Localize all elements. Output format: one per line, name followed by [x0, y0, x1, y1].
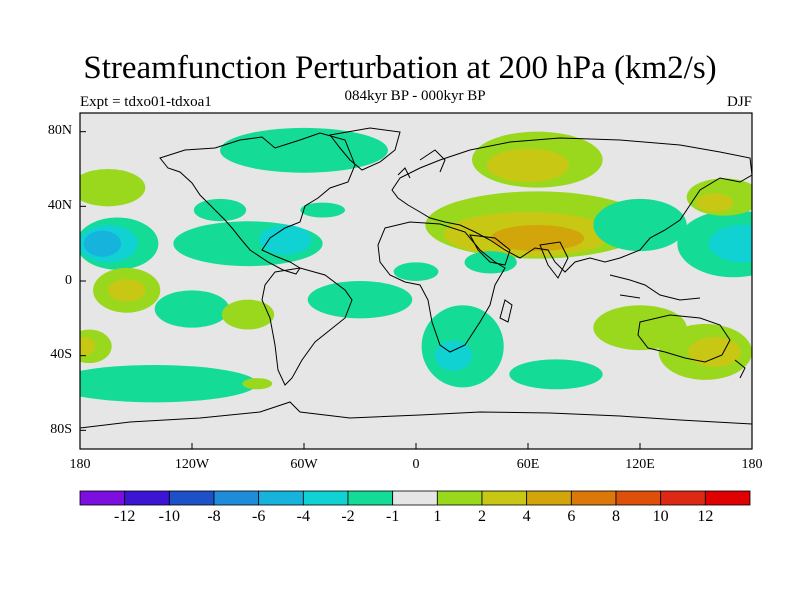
- axis-ticks: [79, 131, 753, 449]
- experiment-label: Expt = tdxo01-tdxoa1: [80, 94, 212, 110]
- colorbar-box-8: [436, 490, 483, 506]
- colorbar-box-14: [704, 490, 751, 506]
- contour-region-20: [486, 148, 570, 183]
- coastlines: [80, 127, 752, 429]
- coastline-south-america: [261, 267, 353, 386]
- coastline-new-zealand: [734, 359, 746, 379]
- contour-region-23: [593, 198, 687, 252]
- colorbar-label: -2: [341, 508, 355, 525]
- colorbar-box-2: [168, 490, 215, 506]
- contour-region-12: [242, 378, 273, 390]
- contour-region-30: [688, 337, 741, 367]
- colorbar-label: 6: [567, 508, 576, 525]
- lat-label-80s: 80S: [50, 422, 72, 437]
- contour-region-21: [393, 262, 439, 281]
- colorbar-label: -12: [113, 508, 136, 525]
- coastline-antarctica: [80, 401, 752, 429]
- contour-region-33: [80, 337, 95, 356]
- coastline-north-america: [159, 132, 356, 275]
- colorbar-label: 1: [433, 508, 442, 525]
- contour-region-7: [154, 290, 230, 328]
- colorbar-label: 10: [652, 508, 669, 525]
- contour-region-5: [220, 127, 388, 173]
- plot-subtitle: 084kyr BP - 000kyr BP: [344, 88, 486, 104]
- colorbar-label: 2: [478, 508, 486, 525]
- colorbar: [79, 490, 751, 506]
- lon-label-120w: 120W: [174, 457, 210, 472]
- colorbar-label: -4: [296, 508, 310, 525]
- contour-region-4: [259, 225, 312, 255]
- lat-label-equator: 0: [65, 273, 72, 288]
- contour-region-2: [83, 230, 122, 257]
- coastline-greenland: [329, 127, 401, 171]
- lon-label-180w: 180: [69, 457, 91, 472]
- colorbar-label: 8: [612, 508, 620, 525]
- colorbar-label: 4: [522, 508, 531, 525]
- colorbar-label: -10: [158, 508, 180, 525]
- colorbar-box-6: [347, 490, 394, 506]
- colorbar-box-4: [258, 490, 304, 506]
- contour-region-18: [490, 225, 584, 252]
- plot-title: Streamfunction Perturbation at 200 hPa (…: [83, 50, 717, 86]
- lat-label-40s: 40S: [50, 347, 72, 362]
- coastline-europe-north: [397, 149, 446, 179]
- colorbar-box-5: [302, 490, 349, 506]
- coastline-australia: [637, 314, 731, 363]
- lon-label-60e: 60E: [516, 457, 540, 472]
- colorbar-box-0: [79, 490, 126, 506]
- colorbar-label: 12: [697, 508, 714, 525]
- coastline-madagascar: [499, 299, 513, 323]
- coastline-india: [539, 241, 569, 279]
- contour-region-11: [80, 365, 258, 403]
- season-label: DJF: [726, 94, 752, 110]
- lon-label-120e: 120E: [625, 457, 655, 472]
- contour-region-35: [193, 198, 247, 222]
- coastline-maritime-islands: [609, 274, 701, 301]
- colorbar-box-1: [124, 490, 170, 506]
- colorbar-label: -1: [385, 508, 400, 525]
- contour-region-27: [696, 193, 734, 212]
- coastline-arabia: [469, 234, 511, 266]
- contour-region-8: [221, 299, 275, 330]
- colorbar-box-3: [213, 490, 260, 506]
- lon-label-0: 0: [412, 457, 420, 472]
- colorbar-box-11: [570, 490, 617, 506]
- contour-region-31: [509, 359, 603, 390]
- colorbar-box-10: [526, 490, 572, 506]
- colorbar-box-7: [392, 490, 438, 506]
- contour-region-34: [80, 169, 146, 207]
- contour-region-10: [108, 279, 146, 302]
- lon-label-180e: 180: [741, 457, 763, 472]
- colorbar-box-13: [660, 490, 706, 506]
- contour-region-6: [300, 202, 346, 218]
- lat-label-80n: 80N: [47, 123, 72, 138]
- lon-label-60w: 60W: [290, 457, 318, 472]
- colorbar-label: -8: [207, 508, 221, 525]
- coastline-africa: [377, 221, 506, 353]
- colorbar-box-12: [615, 490, 662, 506]
- lat-label-40n: 40N: [47, 198, 72, 213]
- colorbar-label: -6: [251, 508, 266, 525]
- coastline-eurasia: [391, 137, 752, 273]
- colorbar-box-9: [481, 490, 528, 506]
- contour-region-25: [709, 225, 752, 263]
- contour-region-13: [307, 281, 413, 319]
